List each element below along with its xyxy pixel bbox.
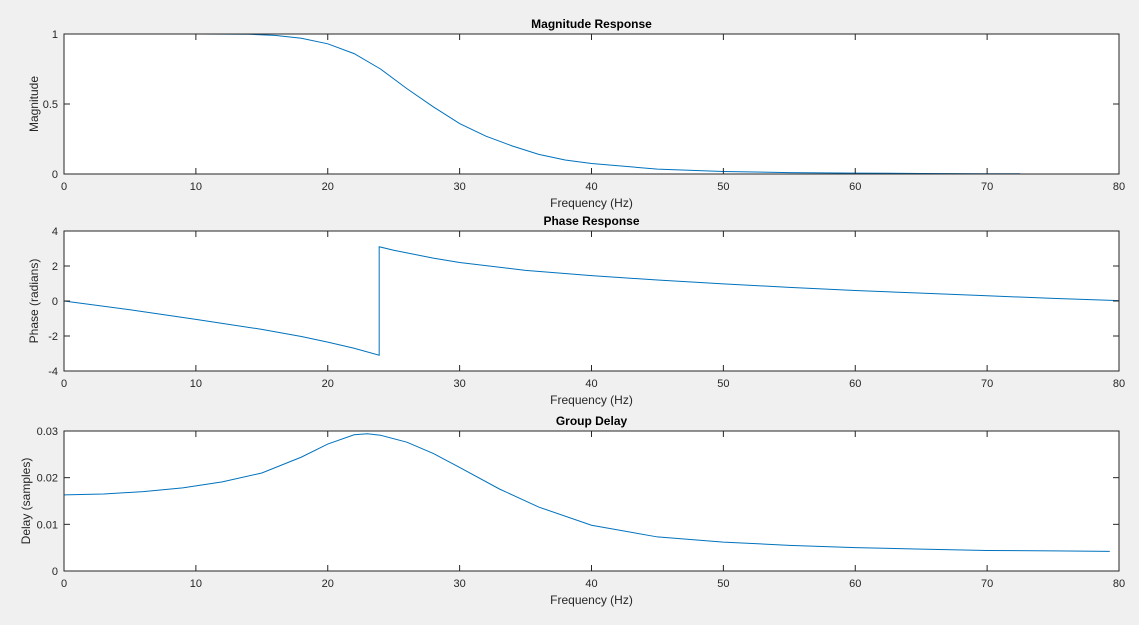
group-delay-xtick-label: 50 <box>717 578 729 590</box>
group-delay-xtick-label: 0 <box>61 578 67 590</box>
magnitude-xtick-label: 70 <box>981 181 993 193</box>
magnitude-xtick-label: 60 <box>849 181 861 193</box>
phase-xtick-label: 10 <box>190 378 202 390</box>
phase-ylabel: Phase (radians) <box>27 259 41 344</box>
magnitude-xtick-label: 50 <box>717 181 729 193</box>
group-delay-ytick-label: 0.03 <box>37 426 58 438</box>
group-delay-xlabel: Frequency (Hz) <box>550 593 633 607</box>
phase-xtick-label: 0 <box>61 378 67 390</box>
phase-series-line-0 <box>63 246 1120 356</box>
group-delay-xtick-label: 20 <box>322 578 334 590</box>
magnitude-xtick-label: 80 <box>1113 181 1125 193</box>
phase-plot-area <box>64 231 1119 371</box>
group-delay-ylabel: Delay (samples) <box>19 458 33 545</box>
phase-xtick-label: 40 <box>585 378 597 390</box>
group-delay-xtick-label: 70 <box>981 578 993 590</box>
magnitude-plot-area <box>64 34 1119 174</box>
group-delay-series-line-0 <box>63 433 1110 552</box>
phase-ytick-label: -4 <box>48 366 58 378</box>
magnitude-xtick-label: 20 <box>322 181 334 193</box>
phase-ytick-label: -2 <box>48 331 58 343</box>
magnitude-xtick-label: 30 <box>454 181 466 193</box>
magnitude-ytick-label: 1 <box>52 29 58 41</box>
group-delay-xtick-label: 10 <box>190 578 202 590</box>
phase-ytick-label: 0 <box>52 296 58 308</box>
phase-xtick-label: 50 <box>717 378 729 390</box>
magnitude-xtick-label: 0 <box>61 181 67 193</box>
group-delay-plot-area <box>64 431 1119 571</box>
group-delay-axes: 0 10 20 30 40 50 60 70 80 0 0.01 0.02 0.03 Group Dela… <box>19 414 1125 607</box>
magnitude-series-line-0 <box>64 33 1021 175</box>
phase-ytick-label: 4 <box>52 226 58 238</box>
magnitude-title: Magnitude Response <box>531 17 652 31</box>
group-delay-xtick-label: 30 <box>454 578 466 590</box>
phase-xtick-label: 20 <box>322 378 334 390</box>
phase-xtick-label: 70 <box>981 378 993 390</box>
magnitude-xtick-label: 40 <box>585 181 597 193</box>
magnitude-axes: 0 10 20 30 40 50 60 70 80 0 0.5 1 Magnitude Response… <box>27 17 1125 210</box>
group-delay-ytick-label: 0.02 <box>37 473 58 485</box>
phase-title: Phase Response <box>543 214 639 228</box>
group-delay-xtick-label: 40 <box>585 578 597 590</box>
phase-ytick-label: 2 <box>52 261 58 273</box>
group-delay-ytick-label: 0 <box>52 566 58 578</box>
phase-xtick-label: 80 <box>1113 378 1125 390</box>
magnitude-ylabel: Magnitude <box>27 76 41 132</box>
group-delay-title: Group Delay <box>556 414 628 428</box>
phase-axes: 0 10 20 30 40 50 60 70 80 -4 -2 0 2 4 Phase Response Fr… <box>27 214 1125 407</box>
magnitude-ytick-label: 0.5 <box>43 99 58 111</box>
phase-xtick-label: 60 <box>849 378 861 390</box>
group-delay-xtick-label: 80 <box>1113 578 1125 590</box>
group-delay-ytick-label: 0.01 <box>37 519 58 531</box>
magnitude-xtick-label: 10 <box>190 181 202 193</box>
phase-xtick-label: 30 <box>454 378 466 390</box>
magnitude-ytick-label: 0 <box>52 169 58 181</box>
group-delay-xtick-label: 60 <box>849 578 861 590</box>
phase-xlabel: Frequency (Hz) <box>550 393 633 407</box>
magnitude-xlabel: Frequency (Hz) <box>550 196 633 210</box>
